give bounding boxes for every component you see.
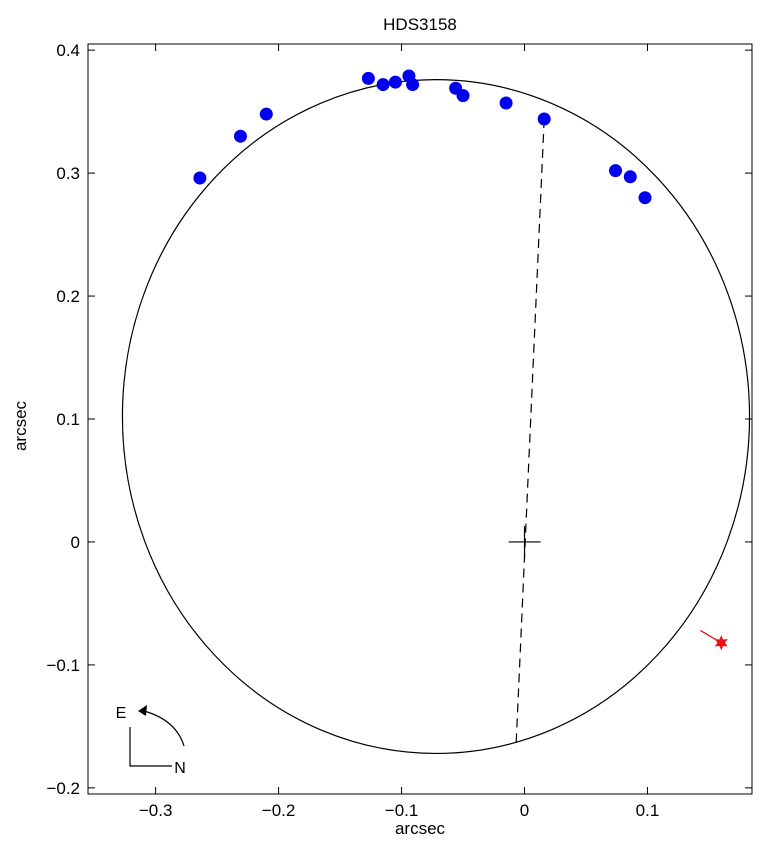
y-tick-label: −0.2	[46, 779, 80, 798]
observation-point[interactable]	[361, 71, 375, 85]
compass: E N	[116, 705, 186, 777]
axes-frame	[87, 43, 753, 795]
y-tick-label: 0.4	[56, 41, 80, 60]
y-tick-label: 0	[71, 533, 80, 552]
x-tick-label: 0	[520, 801, 529, 820]
observation-point[interactable]	[537, 112, 551, 126]
compass-east-label: E	[116, 705, 127, 722]
observation-point[interactable]	[233, 129, 247, 143]
arrowhead-icon	[138, 705, 147, 716]
observation-point[interactable]	[638, 191, 652, 205]
compass-north-label: N	[174, 760, 186, 777]
observation-point[interactable]	[623, 170, 637, 184]
observation-point[interactable]	[609, 164, 623, 178]
compass-axes	[129, 727, 172, 767]
x-tick-label: −0.1	[385, 801, 419, 820]
y-tick-label: 0.1	[56, 410, 80, 429]
x-tick-label: −0.3	[139, 801, 173, 820]
observation-point[interactable]	[193, 171, 207, 185]
compass-arc	[143, 710, 185, 747]
observation-point[interactable]	[259, 107, 273, 121]
outlier-star[interactable]	[714, 635, 728, 651]
y-tick-label: 0.3	[56, 164, 80, 183]
x-tick-label: −0.2	[262, 801, 296, 820]
line-of-apsides	[515, 118, 545, 749]
observation-point[interactable]	[376, 78, 390, 92]
observation-point[interactable]	[499, 96, 513, 110]
observation-point[interactable]	[406, 78, 420, 92]
observation-point[interactable]	[456, 89, 470, 103]
y-tick-label: 0.2	[56, 287, 80, 306]
y-tick-label: −0.1	[46, 656, 80, 675]
y-axis-label: arcsec	[11, 400, 30, 451]
x-tick-label: 0.1	[636, 801, 660, 820]
observation-point[interactable]	[388, 75, 402, 89]
plot-area: −0.3 −0.2 −0.1 0 0.1 −0.2 −0.1 0 0.1 0.2 0.3 0.4	[46, 41, 753, 820]
x-axis-label: arcsec	[395, 819, 446, 838]
chart-title: HDS3158	[383, 15, 457, 34]
orbit-ellipse	[121, 79, 751, 755]
